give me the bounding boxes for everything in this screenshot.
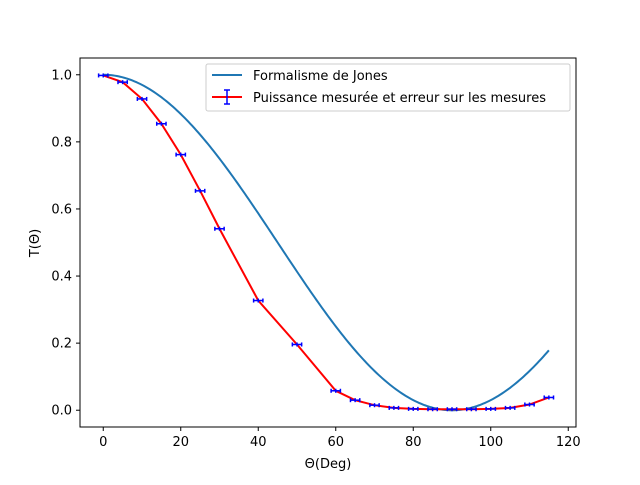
legend: Formalisme de Jones Puissance mesurée et… [205, 63, 571, 112]
y-tick-label: 0.8 [51, 135, 72, 150]
plot-layer [97, 73, 555, 412]
y-axis-ticks: 0.0 0.2 0.4 0.6 0.8 1.0 [51, 68, 80, 419]
errorbar-point [252, 298, 264, 303]
errorbar-point [369, 403, 380, 408]
legend-measured-label: Puissance mesurée et erreur sur les mesu… [253, 91, 546, 106]
errorbar-point [136, 96, 148, 101]
errorbar-point [194, 188, 206, 193]
errorbar-point [214, 226, 225, 231]
errorbar-point [465, 407, 477, 412]
x-axis-ticks: 0 20 40 60 80 100 120 [99, 427, 581, 450]
y-axis-label: T(Θ) [28, 229, 43, 258]
errorbar-point [524, 402, 535, 407]
x-tick-label: 80 [405, 435, 422, 450]
x-tick-label: 20 [172, 435, 189, 450]
errorbar-point [175, 152, 187, 157]
x-tick-label: 0 [99, 435, 107, 450]
legend-box [205, 63, 571, 112]
y-tick-label: 0.4 [51, 270, 72, 285]
errorbar-point [388, 405, 400, 410]
x-tick-label: 40 [250, 435, 267, 450]
errorbar-point [504, 405, 516, 410]
errorbar-point [291, 342, 303, 347]
y-tick-label: 0.6 [51, 202, 72, 217]
errorbar-point [446, 407, 458, 412]
x-tick-label: 100 [478, 435, 503, 450]
y-tick-label: 1.0 [51, 68, 72, 83]
x-tick-label: 60 [327, 435, 344, 450]
errorbar-point [349, 398, 361, 403]
errorbar-point [117, 80, 129, 85]
errorbar-point [330, 388, 342, 393]
errorbar-point [427, 407, 439, 412]
errorbar-point [407, 406, 419, 411]
x-tick-label: 120 [556, 435, 581, 450]
legend-measured-symbol [212, 89, 242, 105]
legend-model-label: Formalisme de Jones [253, 69, 388, 84]
errorbar-point [97, 73, 109, 78]
series-model-line [103, 73, 550, 412]
x-axis-label: Θ(Deg) [305, 457, 352, 472]
axes-frame [79, 57, 577, 428]
errorbar-point [485, 406, 497, 411]
y-tick-label: 0.2 [51, 337, 72, 352]
y-tick-label: 0.0 [51, 404, 72, 419]
errorbar-point [543, 395, 555, 400]
errorbar-point [155, 121, 167, 126]
